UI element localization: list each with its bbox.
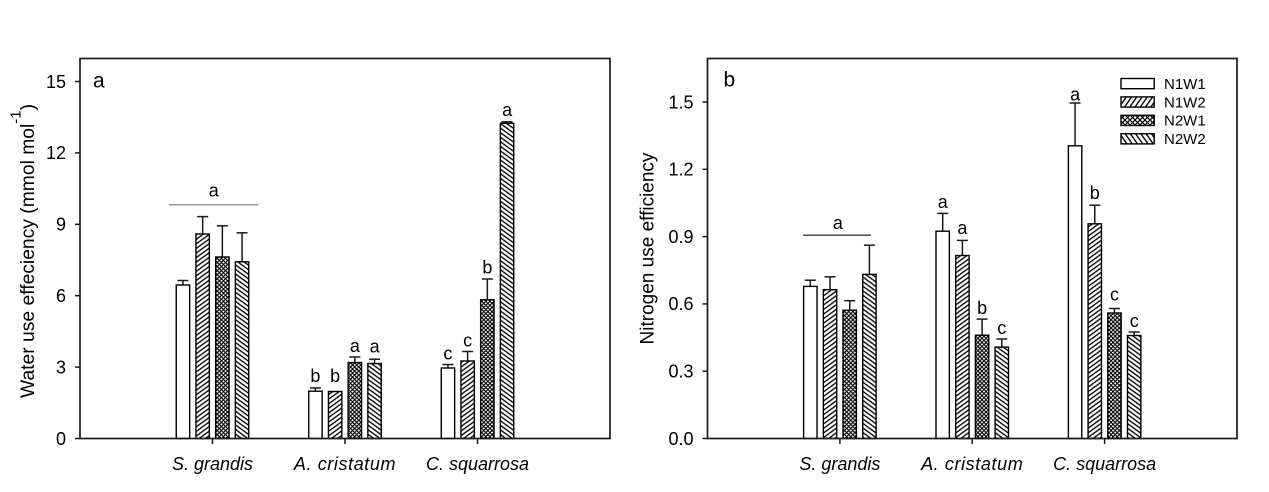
svg-text:a: a — [370, 337, 381, 357]
svg-text:N2W1: N2W1 — [1164, 113, 1206, 130]
svg-text:b: b — [1090, 183, 1100, 203]
svg-text:a: a — [1070, 85, 1081, 105]
svg-text:3: 3 — [56, 357, 66, 377]
svg-text:a: a — [350, 336, 361, 356]
svg-text:a: a — [833, 213, 844, 233]
svg-text:N2W2: N2W2 — [1164, 131, 1206, 148]
svg-text:c: c — [463, 331, 472, 351]
svg-text:A. cristatum: A. cristatum — [920, 454, 1023, 474]
svg-text:Nitrogen use efficiency: Nitrogen use efficiency — [638, 152, 659, 344]
svg-text:a: a — [209, 180, 220, 200]
svg-text:0.0: 0.0 — [668, 429, 693, 449]
svg-text:0.9: 0.9 — [668, 227, 693, 247]
svg-text:1.2: 1.2 — [668, 160, 693, 180]
svg-text:S. grandis: S. grandis — [172, 454, 253, 474]
svg-text:C. squarrosa: C. squarrosa — [1053, 454, 1156, 474]
svg-text:b: b — [310, 366, 320, 386]
svg-text:b: b — [724, 69, 736, 92]
svg-text:b: b — [330, 366, 340, 386]
svg-text:a: a — [93, 70, 105, 93]
svg-text:0: 0 — [56, 429, 66, 449]
svg-text:12: 12 — [46, 143, 66, 163]
svg-text:c: c — [1110, 285, 1119, 305]
svg-text:c: c — [443, 344, 452, 364]
svg-text:a: a — [957, 218, 968, 238]
svg-text:S. grandis: S. grandis — [799, 454, 880, 474]
svg-text:N1W1: N1W1 — [1164, 76, 1206, 93]
svg-text:0.3: 0.3 — [668, 362, 693, 382]
svg-text:A. cristatum: A. cristatum — [293, 454, 396, 474]
svg-text:c: c — [1130, 311, 1139, 331]
svg-text:b: b — [482, 257, 492, 277]
svg-text:6: 6 — [56, 286, 66, 306]
svg-text:a: a — [938, 192, 949, 212]
svg-text:1.5: 1.5 — [668, 92, 693, 112]
svg-text:b: b — [977, 298, 987, 318]
svg-text:c: c — [997, 318, 1006, 338]
svg-text:15: 15 — [46, 72, 66, 92]
svg-text:N1W2: N1W2 — [1164, 94, 1206, 111]
svg-text:9: 9 — [56, 215, 66, 235]
svg-text:C. squarrosa: C. squarrosa — [426, 454, 529, 474]
svg-text:0.6: 0.6 — [668, 294, 693, 314]
svg-text:a: a — [502, 100, 513, 120]
